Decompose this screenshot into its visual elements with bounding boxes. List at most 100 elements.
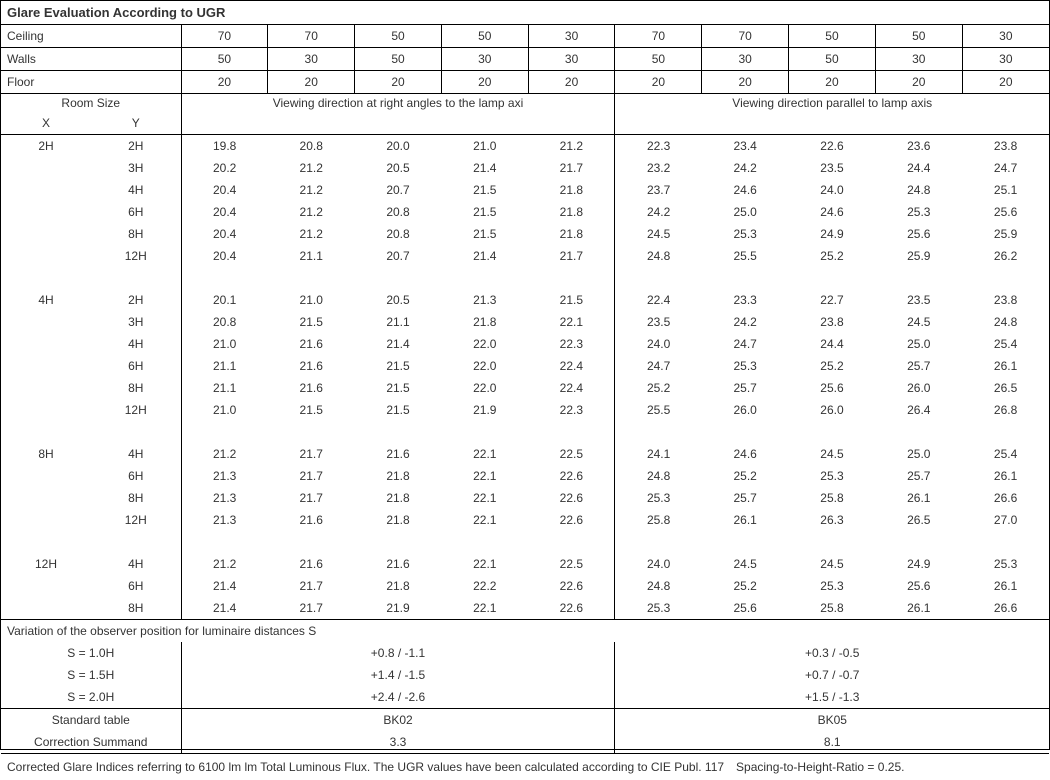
cell-value: 22.6 [528,575,615,597]
data-row: 6H21.421.721.822.222.624.825.225.325.626… [1,575,1049,597]
variation-row: S = 2.0H+2.4 / -2.6+1.5 / -1.3 [1,686,1049,709]
cell-value: 21.4 [181,597,268,620]
cell-value: 21.8 [355,509,442,531]
cell-value: 25.9 [962,223,1049,245]
cell-value: 24.4 [875,157,962,179]
cell-value: 21.8 [528,201,615,223]
ugr-table: Ceiling 70 70 50 50 30 70 70 50 50 30 Wa… [1,25,1049,780]
cell-value: 25.6 [875,223,962,245]
cell-y: 2H [91,289,181,311]
cell-value: 24.5 [702,553,789,575]
cell-value: 21.1 [181,377,268,399]
variation-s: S = 2.0H [1,686,181,709]
cell-value: 21.0 [181,399,268,421]
data-row: 12H4H21.221.621.622.122.524.024.524.524.… [1,553,1049,575]
cell-value: 21.5 [528,289,615,311]
cell-value: 25.9 [875,245,962,267]
cell-value: 23.5 [789,157,876,179]
label-variation: Variation of the observer position for l… [1,620,1049,643]
cell-value: 25.3 [789,465,876,487]
cell-value: 23.6 [875,135,962,158]
variation-left: +0.8 / -1.1 [181,642,615,664]
cell-value: 21.1 [181,355,268,377]
cell-value: 26.3 [789,509,876,531]
spacer-row [1,267,1049,289]
cell-value: 23.5 [875,289,962,311]
variation-left: +2.4 / -2.6 [181,686,615,709]
cell-value: 22.3 [528,333,615,355]
data-row: 8H21.421.721.922.122.625.325.625.826.126… [1,597,1049,620]
cell-value: 24.8 [615,465,702,487]
cell-x [1,311,91,333]
cell-value: 21.3 [441,289,528,311]
cell-y: 12H [91,399,181,421]
cell-value: 24.6 [702,443,789,465]
cell-value: 26.5 [962,377,1049,399]
cell-y: 3H [91,157,181,179]
cell-value: 20.2 [181,157,268,179]
cell-value: 23.3 [702,289,789,311]
spacer-row [1,531,1049,553]
row-variation-header: Variation of the observer position for l… [1,620,1049,643]
cell-value: 25.0 [875,333,962,355]
cell-value: 22.7 [789,289,876,311]
cell-value: 25.5 [615,399,702,421]
cell-value: 25.2 [702,465,789,487]
cell-value: 25.4 [962,333,1049,355]
cell-value: 24.7 [702,333,789,355]
cell-value: 21.7 [528,157,615,179]
cell-value: 26.1 [962,465,1049,487]
cell-value: 22.1 [441,465,528,487]
cell-value: 20.1 [181,289,268,311]
data-row: 12H20.421.120.721.421.724.825.525.225.92… [1,245,1049,267]
cell-y: 8H [91,487,181,509]
cell-value: 25.6 [875,575,962,597]
cell-value: 25.0 [875,443,962,465]
cell-value: 26.1 [962,575,1049,597]
cell-value: 24.2 [702,157,789,179]
cell-value: 22.4 [528,355,615,377]
cell-value: 21.2 [268,179,355,201]
cell-value: 25.1 [962,179,1049,201]
cell-value: 21.8 [528,223,615,245]
cell-y: 6H [91,465,181,487]
cell-y: 6H [91,355,181,377]
cell-value: 21.2 [268,157,355,179]
cell-value: 22.4 [615,289,702,311]
data-row: 12H21.321.621.822.122.625.826.126.326.52… [1,509,1049,531]
cell-value: 24.5 [615,223,702,245]
cell-value: 21.7 [528,245,615,267]
label-ceiling: Ceiling [1,25,181,48]
cell-value: 21.2 [528,135,615,158]
data-row: 6H21.121.621.522.022.424.725.325.225.726… [1,355,1049,377]
cell-x [1,333,91,355]
cell-value: 20.8 [355,201,442,223]
cell-value: 21.5 [441,201,528,223]
cell-value: 21.6 [268,509,355,531]
label-standard-table: Standard table [1,709,181,732]
cell-value: 22.0 [441,355,528,377]
cell-value: 21.9 [441,399,528,421]
cell-value: 25.7 [702,487,789,509]
cell-value: 25.3 [702,223,789,245]
cell-value: 21.8 [355,465,442,487]
cell-y: 12H [91,509,181,531]
cell-value: 21.5 [441,223,528,245]
cell-x [1,399,91,421]
cell-value: 22.2 [441,575,528,597]
cell-x [1,487,91,509]
cell-value: 25.3 [789,575,876,597]
cell-y: 3H [91,311,181,333]
cell-value: 25.7 [875,355,962,377]
cell-value: 21.2 [181,553,268,575]
cell-value: 20.0 [355,135,442,158]
row-footnote: Corrected Glare Indices referring to 610… [1,754,1049,780]
cell-value: 24.0 [615,333,702,355]
cell-value: 24.5 [789,553,876,575]
cell-value: 25.6 [702,597,789,620]
cell-x [1,597,91,620]
cell-value: 25.5 [702,245,789,267]
row-correction-summand: Correction Summand 3.3 8.1 [1,731,1049,754]
cell-y: 8H [91,597,181,620]
cell-value: 21.3 [181,465,268,487]
